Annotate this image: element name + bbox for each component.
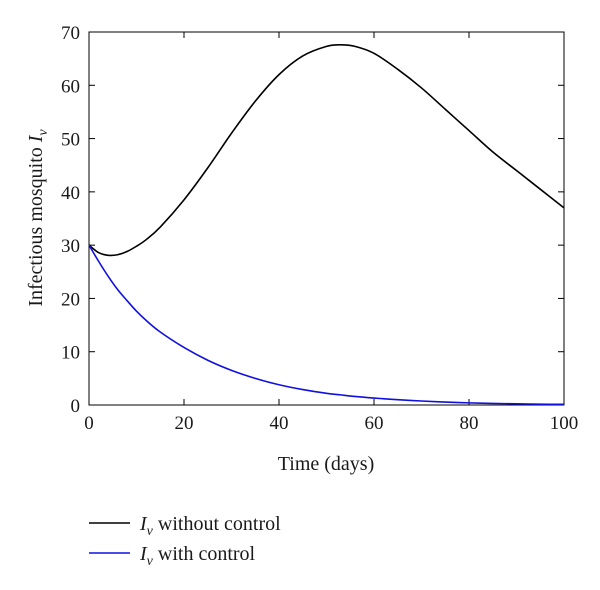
y-tick-label: 30 bbox=[61, 236, 80, 257]
y-tick-label: 60 bbox=[61, 76, 80, 97]
y-tick-label: 0 bbox=[71, 396, 81, 417]
x-tick-label: 0 bbox=[84, 413, 94, 434]
y-tick-label: 40 bbox=[61, 183, 80, 204]
y-tick-label: 70 bbox=[61, 23, 80, 44]
y-axis-title-text: Infectious mosquito bbox=[25, 142, 47, 306]
legend-label-without-control: Iv without control bbox=[139, 513, 281, 539]
tick-layer: 0 20 40 60 80 100 0 10 20 30 40 50 60 70 bbox=[61, 23, 578, 434]
y-axis-title: Infectious mosquito Iv bbox=[25, 129, 51, 307]
x-tick-label: 20 bbox=[175, 413, 194, 434]
y-tick-label: 20 bbox=[61, 289, 80, 310]
x-tick-label: 40 bbox=[270, 413, 289, 434]
y-axis-title-symbol: I bbox=[25, 134, 47, 143]
series-line-with-control bbox=[88, 244, 565, 406]
y-tick-label: 10 bbox=[61, 343, 80, 364]
y-tick-label: 50 bbox=[61, 130, 80, 151]
plot-frame bbox=[88, 31, 565, 406]
x-tick-label: 60 bbox=[365, 413, 384, 434]
legend: Iv without control Iv with control bbox=[89, 513, 281, 569]
legend-label-with-control: Iv with control bbox=[139, 543, 256, 569]
y-axis-title-subscript: v bbox=[36, 129, 51, 136]
x-tick-label: 80 bbox=[460, 413, 479, 434]
series-layer bbox=[88, 43, 565, 406]
series-line-without-control bbox=[88, 43, 565, 257]
x-tick-label: 100 bbox=[550, 413, 579, 434]
x-axis-title: Time (days) bbox=[278, 453, 374, 475]
